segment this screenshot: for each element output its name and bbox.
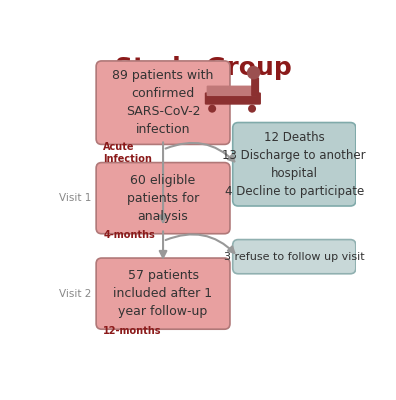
- Text: 12-months: 12-months: [103, 326, 162, 336]
- FancyBboxPatch shape: [233, 122, 356, 206]
- FancyBboxPatch shape: [96, 162, 230, 234]
- Circle shape: [248, 105, 256, 113]
- FancyBboxPatch shape: [96, 258, 230, 329]
- FancyBboxPatch shape: [207, 86, 257, 96]
- FancyBboxPatch shape: [96, 61, 230, 144]
- FancyBboxPatch shape: [205, 92, 261, 105]
- FancyBboxPatch shape: [233, 240, 356, 274]
- Text: Visit 1: Visit 1: [59, 193, 91, 203]
- Text: 89 patients with
confirmed
SARS-CoV-2
infection: 89 patients with confirmed SARS-CoV-2 in…: [112, 69, 214, 136]
- Text: Visit 2: Visit 2: [59, 289, 91, 299]
- Text: 3 refuse to follow up visit: 3 refuse to follow up visit: [224, 252, 365, 262]
- Text: 57 patients
included after 1
year follow-up: 57 patients included after 1 year follow…: [114, 269, 213, 318]
- Text: 12 Deaths
13 Discharge to another
hospital
4 Decline to participate: 12 Deaths 13 Discharge to another hospit…: [223, 131, 366, 198]
- Text: 4-months: 4-months: [103, 230, 155, 240]
- Text: 60 eligible
patients for
analysis: 60 eligible patients for analysis: [127, 174, 199, 223]
- Circle shape: [208, 105, 216, 113]
- Circle shape: [247, 66, 260, 80]
- Text: Acute
Infection: Acute Infection: [103, 142, 152, 164]
- FancyBboxPatch shape: [251, 77, 259, 96]
- Text: Study Group: Study Group: [114, 56, 291, 80]
